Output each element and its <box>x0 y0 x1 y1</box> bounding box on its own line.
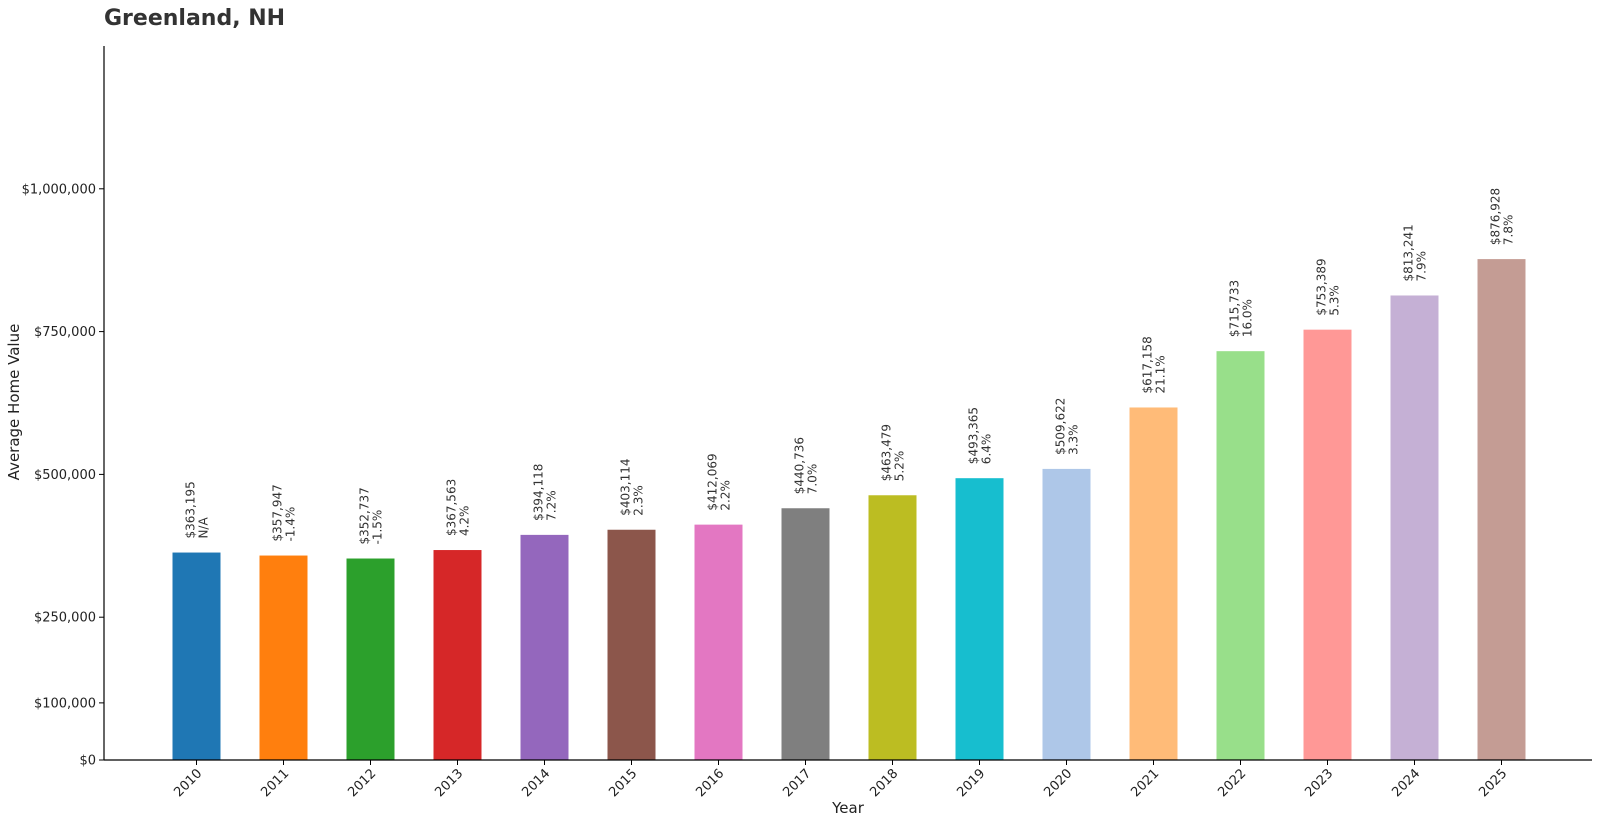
x-tick-label: 2020 <box>1041 766 1075 800</box>
bar-change-label: 2.2% <box>719 480 733 511</box>
bar-value-label: $363,195 <box>184 481 198 538</box>
bar <box>259 555 308 760</box>
bar-value-label: $412,069 <box>706 453 720 510</box>
bar-value-label: $357,947 <box>271 484 285 541</box>
x-tick-label: 2013 <box>432 766 466 800</box>
y-tick-label: $500,000 <box>34 468 96 483</box>
bar-value-label: $394,118 <box>532 464 546 521</box>
x-axis: 2010 2011 2012 2013 2014 2015 2016 2017 2018 2019… <box>104 759 1592 800</box>
x-tick-label: 2018 <box>867 766 901 800</box>
x-tick-label: 2025 <box>1476 766 1510 800</box>
x-tick-label: 2021 <box>1128 766 1162 800</box>
bar <box>868 495 917 760</box>
chart-title: Greenland, NH <box>104 6 285 31</box>
bar <box>781 508 830 760</box>
y-axis-label: Average Home Value <box>5 324 23 481</box>
bar <box>1042 468 1091 760</box>
bar-change-label: 7.8% <box>1502 215 1516 246</box>
bar <box>955 478 1004 760</box>
bar-value-label: $617,158 <box>1141 336 1155 393</box>
x-tick-label: 2024 <box>1389 766 1423 800</box>
x-tick-label: 2023 <box>1302 766 1336 800</box>
bar <box>520 534 569 760</box>
bar-change-label: 7.0% <box>806 464 820 495</box>
bar-change-label: 5.3% <box>1328 285 1342 316</box>
bar-value-label: $403,114 <box>619 458 633 515</box>
bar-value-label: $876,928 <box>1489 188 1503 245</box>
x-tick-label: 2011 <box>258 766 292 800</box>
bar-value-label: $463,479 <box>880 424 894 481</box>
y-tick-label: $100,000 <box>34 696 96 711</box>
bar-change-label: -1.4% <box>284 507 298 542</box>
x-tick-label: 2022 <box>1215 766 1249 800</box>
bar <box>694 524 743 760</box>
bar-change-label: 16.0% <box>1241 299 1255 337</box>
bar <box>607 529 656 760</box>
bar-value-label: $352,737 <box>358 487 372 544</box>
y-tick-label: $750,000 <box>34 325 96 340</box>
bar-change-label: N/A <box>197 517 211 539</box>
x-axis-label: Year <box>831 799 865 817</box>
bar <box>1129 407 1178 760</box>
bar-value-label: $440,736 <box>793 437 807 494</box>
bar-value-label: $813,241 <box>1402 224 1416 281</box>
bar-value-label: $493,365 <box>967 407 981 464</box>
x-tick-label: 2014 <box>519 766 553 800</box>
bar <box>1303 329 1352 760</box>
bar-change-label: 2.3% <box>632 485 646 516</box>
y-tick-label: $0 <box>79 754 96 769</box>
x-tick-label: 2015 <box>606 766 640 800</box>
bar-change-label: -1.5% <box>371 510 385 545</box>
x-tick-label: 2016 <box>693 766 727 800</box>
x-tick-label: 2017 <box>780 766 814 800</box>
bar-change-label: 5.2% <box>893 451 907 482</box>
bar-value-label: $715,733 <box>1228 280 1242 337</box>
bar-value-label: $367,563 <box>445 479 459 536</box>
bar-change-label: 21.1% <box>1154 355 1168 393</box>
bar <box>172 552 221 760</box>
bar <box>346 558 395 760</box>
data-labels-layer: $363,195 N/A $357,947 -1.4% $352,737 -1.5% $36… <box>184 188 1516 545</box>
bar-change-label: 7.9% <box>1415 251 1429 282</box>
bars-layer <box>172 259 1526 760</box>
bar-value-label: $753,389 <box>1315 258 1329 315</box>
bar <box>1216 351 1265 760</box>
y-axis: $0 $100,000 $250,000 $500,000 $750,000 $1,000… <box>22 46 105 769</box>
y-tick-label: $250,000 <box>34 611 96 626</box>
bar <box>1390 295 1439 760</box>
x-tick-label: 2010 <box>171 766 205 800</box>
bar-change-label: 6.4% <box>980 434 994 465</box>
bar-change-label: 4.2% <box>458 506 472 537</box>
bar <box>433 550 482 760</box>
bar-change-label: 7.2% <box>545 490 559 521</box>
bar-value-label: $509,622 <box>1054 398 1068 455</box>
bar <box>1477 259 1526 760</box>
bar-change-label: 3.3% <box>1067 424 1081 455</box>
y-tick-label: $1,000,000 <box>22 182 96 197</box>
x-tick-label: 2019 <box>954 766 988 800</box>
x-tick-label: 2012 <box>345 766 379 800</box>
